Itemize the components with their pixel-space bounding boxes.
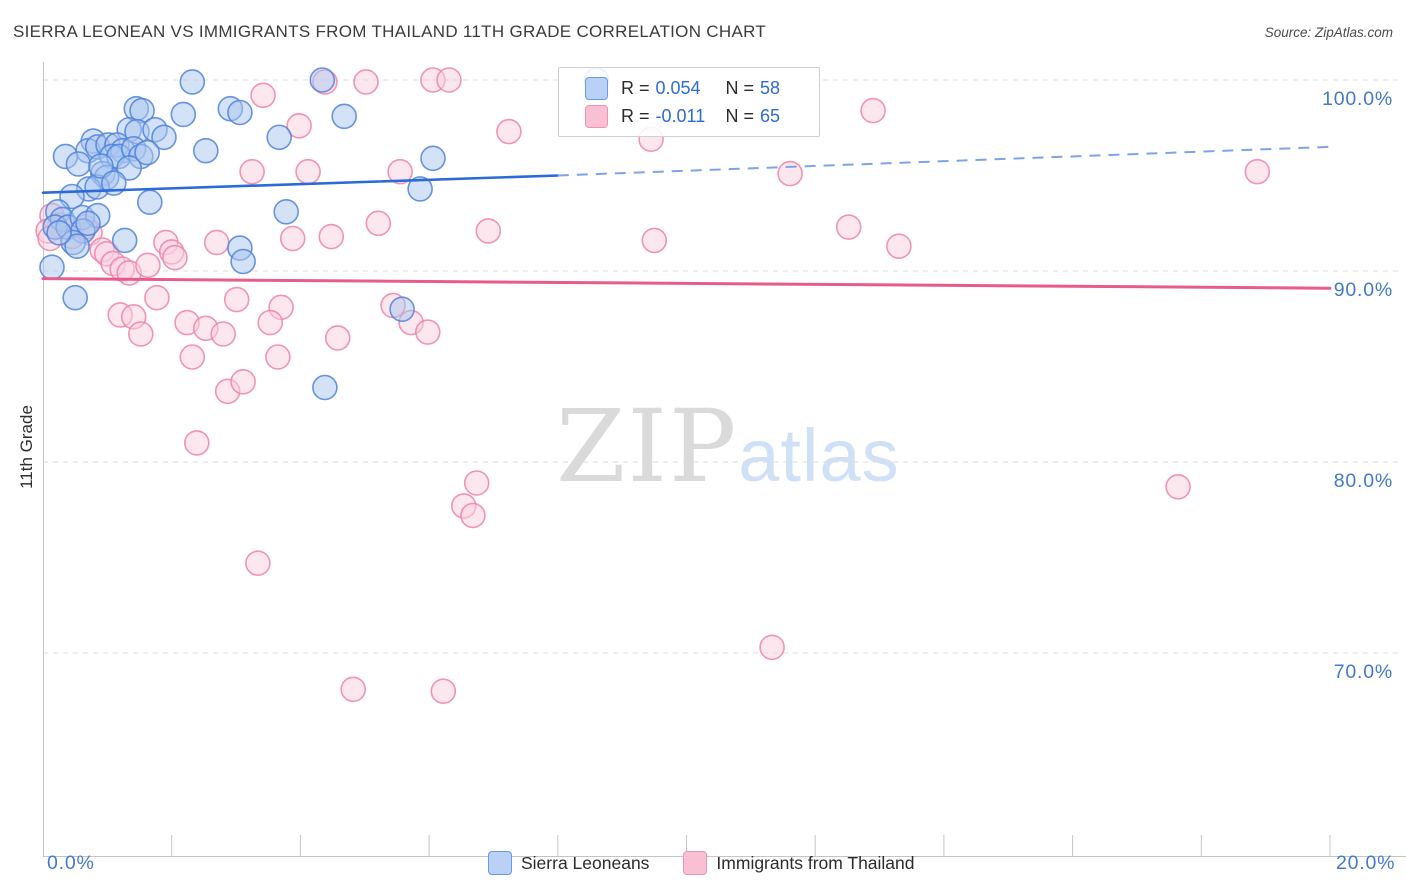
- scatter-point-pink[interactable]: [496, 118, 522, 145]
- y-tick-label-80: 80.0%: [1333, 470, 1393, 492]
- scatter-point-pink[interactable]: [128, 321, 154, 347]
- scatter-point-pink[interactable]: [279, 225, 306, 252]
- n-label: N =: [725, 105, 755, 126]
- scatter-point-blue[interactable]: [273, 199, 300, 225]
- scatter-point-pink[interactable]: [318, 223, 345, 250]
- scatter-point-pink[interactable]: [210, 321, 236, 347]
- r-label: R =: [621, 105, 650, 126]
- y-tick-label-100: 100.0%: [1322, 88, 1393, 110]
- scatter-point-blue[interactable]: [312, 374, 338, 401]
- pink-series-swatch-icon: [585, 104, 608, 128]
- scatter-point-blue[interactable]: [65, 151, 92, 177]
- scatter-point-pink[interactable]: [777, 160, 803, 187]
- legend-label-sierra-leoneans: Sierra Leoneans: [521, 852, 650, 873]
- scatter-point-pink[interactable]: [414, 319, 441, 345]
- scatter-point-pink[interactable]: [184, 430, 210, 456]
- scatter-point-pink[interactable]: [250, 82, 276, 109]
- scatter-point-blue[interactable]: [151, 124, 177, 151]
- scatter-point-pink[interactable]: [245, 550, 271, 577]
- n-label: N =: [725, 77, 755, 98]
- scatter-point-blue[interactable]: [331, 103, 358, 130]
- series-legend: Sierra Leoneans Immigrants from Thailand: [488, 851, 915, 875]
- scatter-point-blue[interactable]: [75, 210, 101, 237]
- scatter-point-blue[interactable]: [179, 69, 206, 95]
- scatter-point-pink[interactable]: [324, 325, 351, 351]
- scatter-point-pink[interactable]: [1165, 473, 1191, 500]
- scatter-point-pink[interactable]: [353, 69, 379, 95]
- scatter-point-pink[interactable]: [1244, 158, 1271, 185]
- scatter-point-pink[interactable]: [230, 368, 256, 395]
- scatter-point-pink[interactable]: [286, 113, 312, 139]
- r-label: R =: [621, 77, 650, 98]
- scatter-point-pink[interactable]: [835, 214, 862, 240]
- scatter-point-pink[interactable]: [135, 252, 161, 279]
- scatter-point-pink[interactable]: [179, 344, 206, 370]
- correlation-stats-legend: R = 0.054 N = 58 R = -0.011 N = 65: [558, 67, 820, 137]
- scatter-point-pink[interactable]: [886, 233, 912, 259]
- scatter-point-blue[interactable]: [46, 220, 72, 246]
- scatter-point-pink[interactable]: [340, 676, 367, 703]
- scatter-point-pink[interactable]: [239, 158, 265, 185]
- scatter-point-pink[interactable]: [475, 218, 502, 244]
- scatter-point-blue[interactable]: [62, 284, 88, 311]
- scatter-point-pink[interactable]: [223, 286, 250, 313]
- scatter-point-blue[interactable]: [137, 189, 163, 215]
- scatter-point-blue[interactable]: [230, 248, 256, 275]
- blue-series-swatch-icon: [488, 851, 512, 875]
- scatter-point-pink[interactable]: [860, 97, 886, 124]
- scatter-point-blue[interactable]: [309, 67, 336, 93]
- scatter-point-blue[interactable]: [134, 139, 160, 166]
- pink-series-swatch-icon: [683, 851, 708, 875]
- trend-line-blue: [41, 174, 560, 194]
- stats-row-thailand: R = -0.011 N = 65: [559, 104, 819, 128]
- scatter-point-blue[interactable]: [116, 155, 142, 181]
- scatter-point-pink[interactable]: [387, 158, 413, 185]
- scatter-point-blue[interactable]: [407, 176, 433, 202]
- r-value: -0.011: [655, 105, 706, 126]
- scatter-point-blue[interactable]: [420, 145, 446, 172]
- n-value: 65: [760, 105, 781, 126]
- scatter-point-pink[interactable]: [436, 67, 462, 93]
- scatter-point-blue[interactable]: [39, 254, 65, 281]
- scatter-point-blue[interactable]: [111, 227, 138, 254]
- stats-row-sierra-leoneans: R = 0.054 N = 58: [559, 76, 819, 100]
- scatter-point-blue[interactable]: [170, 101, 197, 128]
- legend-label-thailand: Immigrants from Thailand: [716, 852, 915, 873]
- blue-series-swatch-icon: [585, 76, 608, 100]
- scatter-point-pink[interactable]: [365, 210, 392, 237]
- y-tick-label-90: 90.0%: [1333, 279, 1393, 301]
- source-attribution: Source: ZipAtlas.com: [1264, 25, 1393, 40]
- scatter-point-blue[interactable]: [193, 137, 219, 164]
- scatter-point-pink[interactable]: [430, 678, 457, 705]
- page-title: SIERRA LEONEAN VS IMMIGRANTS FROM THAILA…: [13, 22, 767, 41]
- scatter-point-pink[interactable]: [203, 229, 230, 256]
- scatter-point-pink[interactable]: [759, 634, 785, 661]
- r-value: 0.054: [655, 77, 701, 98]
- scatter-point-pink[interactable]: [295, 158, 321, 185]
- n-value: 58: [760, 77, 781, 98]
- trend-line-pink: [41, 277, 1332, 290]
- scatter-point-blue[interactable]: [64, 233, 90, 259]
- trend-line-blue-projection: [557, 145, 1331, 177]
- scatter-point-pink[interactable]: [265, 344, 291, 370]
- y-tick-label-70: 70.0%: [1333, 661, 1393, 683]
- scatter-point-pink[interactable]: [162, 244, 188, 271]
- scatter-point-pink[interactable]: [641, 227, 668, 254]
- scatter-point-blue[interactable]: [389, 296, 415, 323]
- scatter-point-pink[interactable]: [144, 284, 170, 311]
- scatter-point-pink[interactable]: [460, 502, 486, 529]
- scatter-point-blue[interactable]: [227, 99, 253, 126]
- scatter-point-pink[interactable]: [257, 309, 284, 336]
- x-min-label: 0.0%: [47, 852, 95, 874]
- scatter-point-blue[interactable]: [88, 153, 114, 179]
- x-max-label: 20.0%: [1336, 852, 1396, 874]
- scatter-point-pink[interactable]: [463, 470, 490, 496]
- scatter-point-blue[interactable]: [266, 124, 293, 151]
